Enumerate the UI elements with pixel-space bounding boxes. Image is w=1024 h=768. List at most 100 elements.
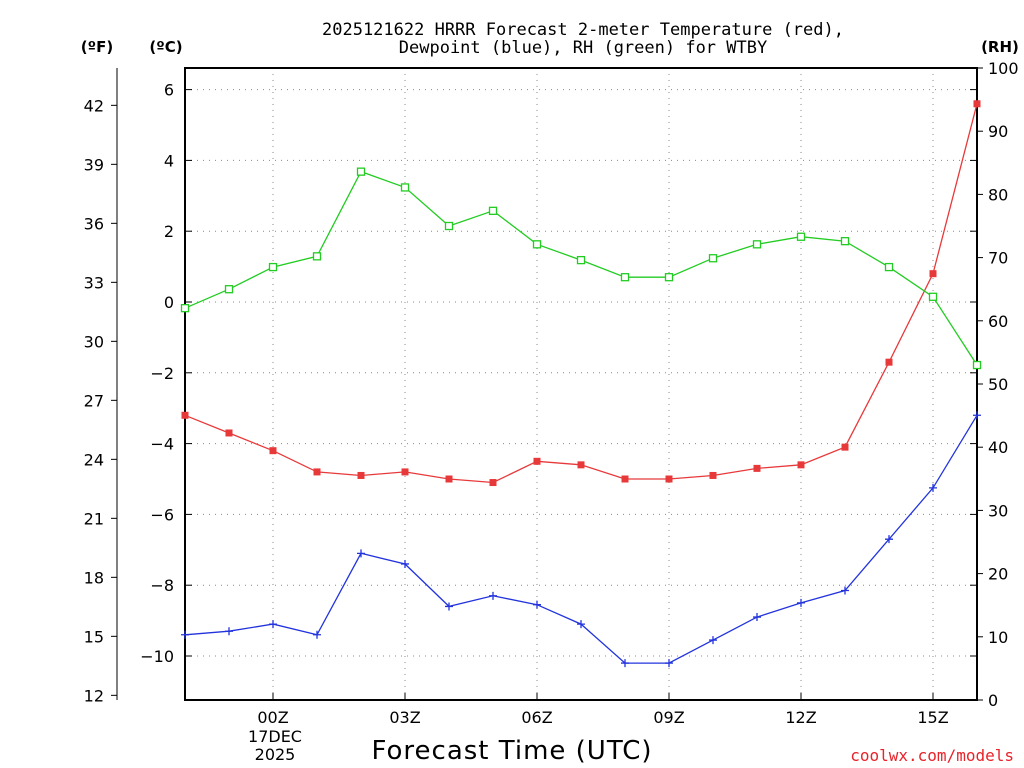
- celsius-tick-label: −8: [150, 576, 174, 595]
- fahrenheit-tick-label: 24: [84, 450, 104, 469]
- chart-title: 2025121622 HRRR Forecast 2-meter Tempera…: [322, 20, 844, 40]
- celsius-tick-label: −4: [150, 435, 174, 454]
- dewpoint-point: [929, 483, 937, 492]
- 2-meter-temperature-point: [225, 429, 233, 437]
- 2-meter-temperature-point: [577, 461, 585, 469]
- 2-meter-temperature-point: [753, 464, 761, 472]
- dewpoint-point: [533, 600, 541, 609]
- rh-tick-label: 0: [988, 691, 998, 710]
- rh-tick-label: 40: [988, 438, 1008, 457]
- rh-point: [884, 262, 894, 272]
- dewpoint-point: [885, 535, 893, 544]
- dewpoint-point: [753, 613, 761, 622]
- fahrenheit-tick-label: 12: [84, 686, 104, 705]
- 2-meter-temperature-point: [709, 471, 717, 479]
- fahrenheit-tick-label: 39: [84, 155, 104, 174]
- 2-meter-temperature-point: [621, 475, 629, 483]
- fahrenheit-tick-label: 33: [84, 273, 104, 292]
- dewpoint-point: [841, 586, 849, 595]
- rh-point: [840, 237, 850, 246]
- dewpoint-point: [357, 549, 365, 558]
- rh-tick-label: 100: [988, 59, 1019, 78]
- celsius-tick-label: 0: [164, 293, 174, 312]
- celsius-tick-label: 6: [164, 81, 174, 100]
- rh-point: [620, 273, 630, 282]
- celsius-tick-label: −10: [140, 647, 174, 666]
- rh-tick-label: 90: [988, 122, 1008, 141]
- rh-point: [400, 183, 410, 192]
- x-tick-label: 06Z: [521, 708, 552, 727]
- rh-tick-label: 50: [988, 375, 1008, 394]
- markers: [180, 100, 982, 668]
- 2-meter-temperature-point: [841, 443, 849, 451]
- plot-frame: [184, 67, 978, 701]
- rh-point: [708, 254, 718, 263]
- rh-tick-label: 70: [988, 249, 1008, 268]
- rh-point: [268, 262, 278, 272]
- 2-meter-temperature-point: [313, 468, 321, 476]
- rh-tick-label: 30: [988, 501, 1008, 520]
- fahrenheit-tick-label: 30: [84, 332, 104, 351]
- rh-point: [972, 360, 982, 370]
- dewpoint-point: [225, 627, 233, 636]
- rh-point: [312, 252, 322, 261]
- dewpoint-point: [445, 602, 453, 611]
- dewpoint-point: [401, 559, 409, 568]
- fahrenheit-axis-label: (ºF): [81, 38, 113, 56]
- dewpoint-point: [269, 620, 277, 629]
- 2-meter-temperature-point: [269, 447, 277, 455]
- 2-meter-temperature-point: [181, 411, 189, 419]
- rh-point: [532, 240, 542, 249]
- x-tick-label: 00Z: [257, 708, 288, 727]
- rh-tick-label: 20: [988, 565, 1008, 584]
- fahrenheit-tick-label: 27: [84, 391, 104, 410]
- celsius-tick-label: 2: [164, 222, 174, 241]
- dewpoint-point: [797, 598, 805, 607]
- celsius-tick-label: 4: [164, 151, 174, 170]
- x-tick-label: 03Z: [389, 708, 420, 727]
- 2-meter-temperature-point: [973, 100, 981, 108]
- rh-line: [184, 170, 978, 366]
- fahrenheit-tick-label: 42: [84, 96, 104, 115]
- x-tick-label: 09Z: [653, 708, 684, 727]
- rh-point: [796, 232, 806, 241]
- rh-point: [224, 285, 234, 294]
- rh-point: [576, 255, 586, 265]
- x-date-day: 17DEC: [248, 727, 302, 746]
- 2-meter-temperature-point: [929, 270, 937, 278]
- rh-tick-label: 10: [988, 628, 1008, 647]
- 2-meter-temperature-point: [665, 475, 673, 483]
- rh-point: [752, 240, 762, 249]
- x-axis-title: Forecast Time (UTC): [371, 736, 652, 766]
- x-tick-label: 12Z: [785, 708, 816, 727]
- credit-link[interactable]: coolwx.com/models: [850, 746, 1014, 765]
- rh-point: [664, 273, 674, 282]
- x-date-year: 2025: [255, 745, 296, 764]
- dewpoint-point: [709, 636, 717, 645]
- fahrenheit-tick-label: 18: [84, 568, 104, 587]
- fahrenheit-tick-label: 36: [84, 214, 104, 233]
- dewpoint-point: [577, 620, 585, 629]
- fahrenheit-tick-label: 15: [84, 627, 104, 646]
- 2-meter-temperature-point: [401, 468, 409, 476]
- 2-meter-temperature-point: [489, 479, 497, 487]
- dewpoint-point: [973, 411, 981, 420]
- rh-point: [928, 292, 938, 301]
- celsius-tick-label: −6: [150, 505, 174, 524]
- rh-point: [180, 304, 190, 313]
- dewpoint-point: [181, 630, 189, 639]
- rh-axis-label: (RH): [981, 38, 1019, 56]
- dewpoint-point: [489, 591, 497, 600]
- 2-meter-temperature-point: [445, 475, 453, 483]
- fahrenheit-tick-label: 21: [84, 509, 104, 528]
- x-tick-label: 15Z: [917, 708, 948, 727]
- rh-point: [356, 167, 366, 176]
- dewpoint-point: [621, 659, 629, 668]
- 2-meter-temperature-point: [357, 471, 365, 479]
- celsius-axis-label: (ºC): [149, 38, 182, 56]
- series: [184, 103, 978, 664]
- 2-meter-temperature-point: [797, 461, 805, 469]
- dewpoint-point: [665, 659, 673, 668]
